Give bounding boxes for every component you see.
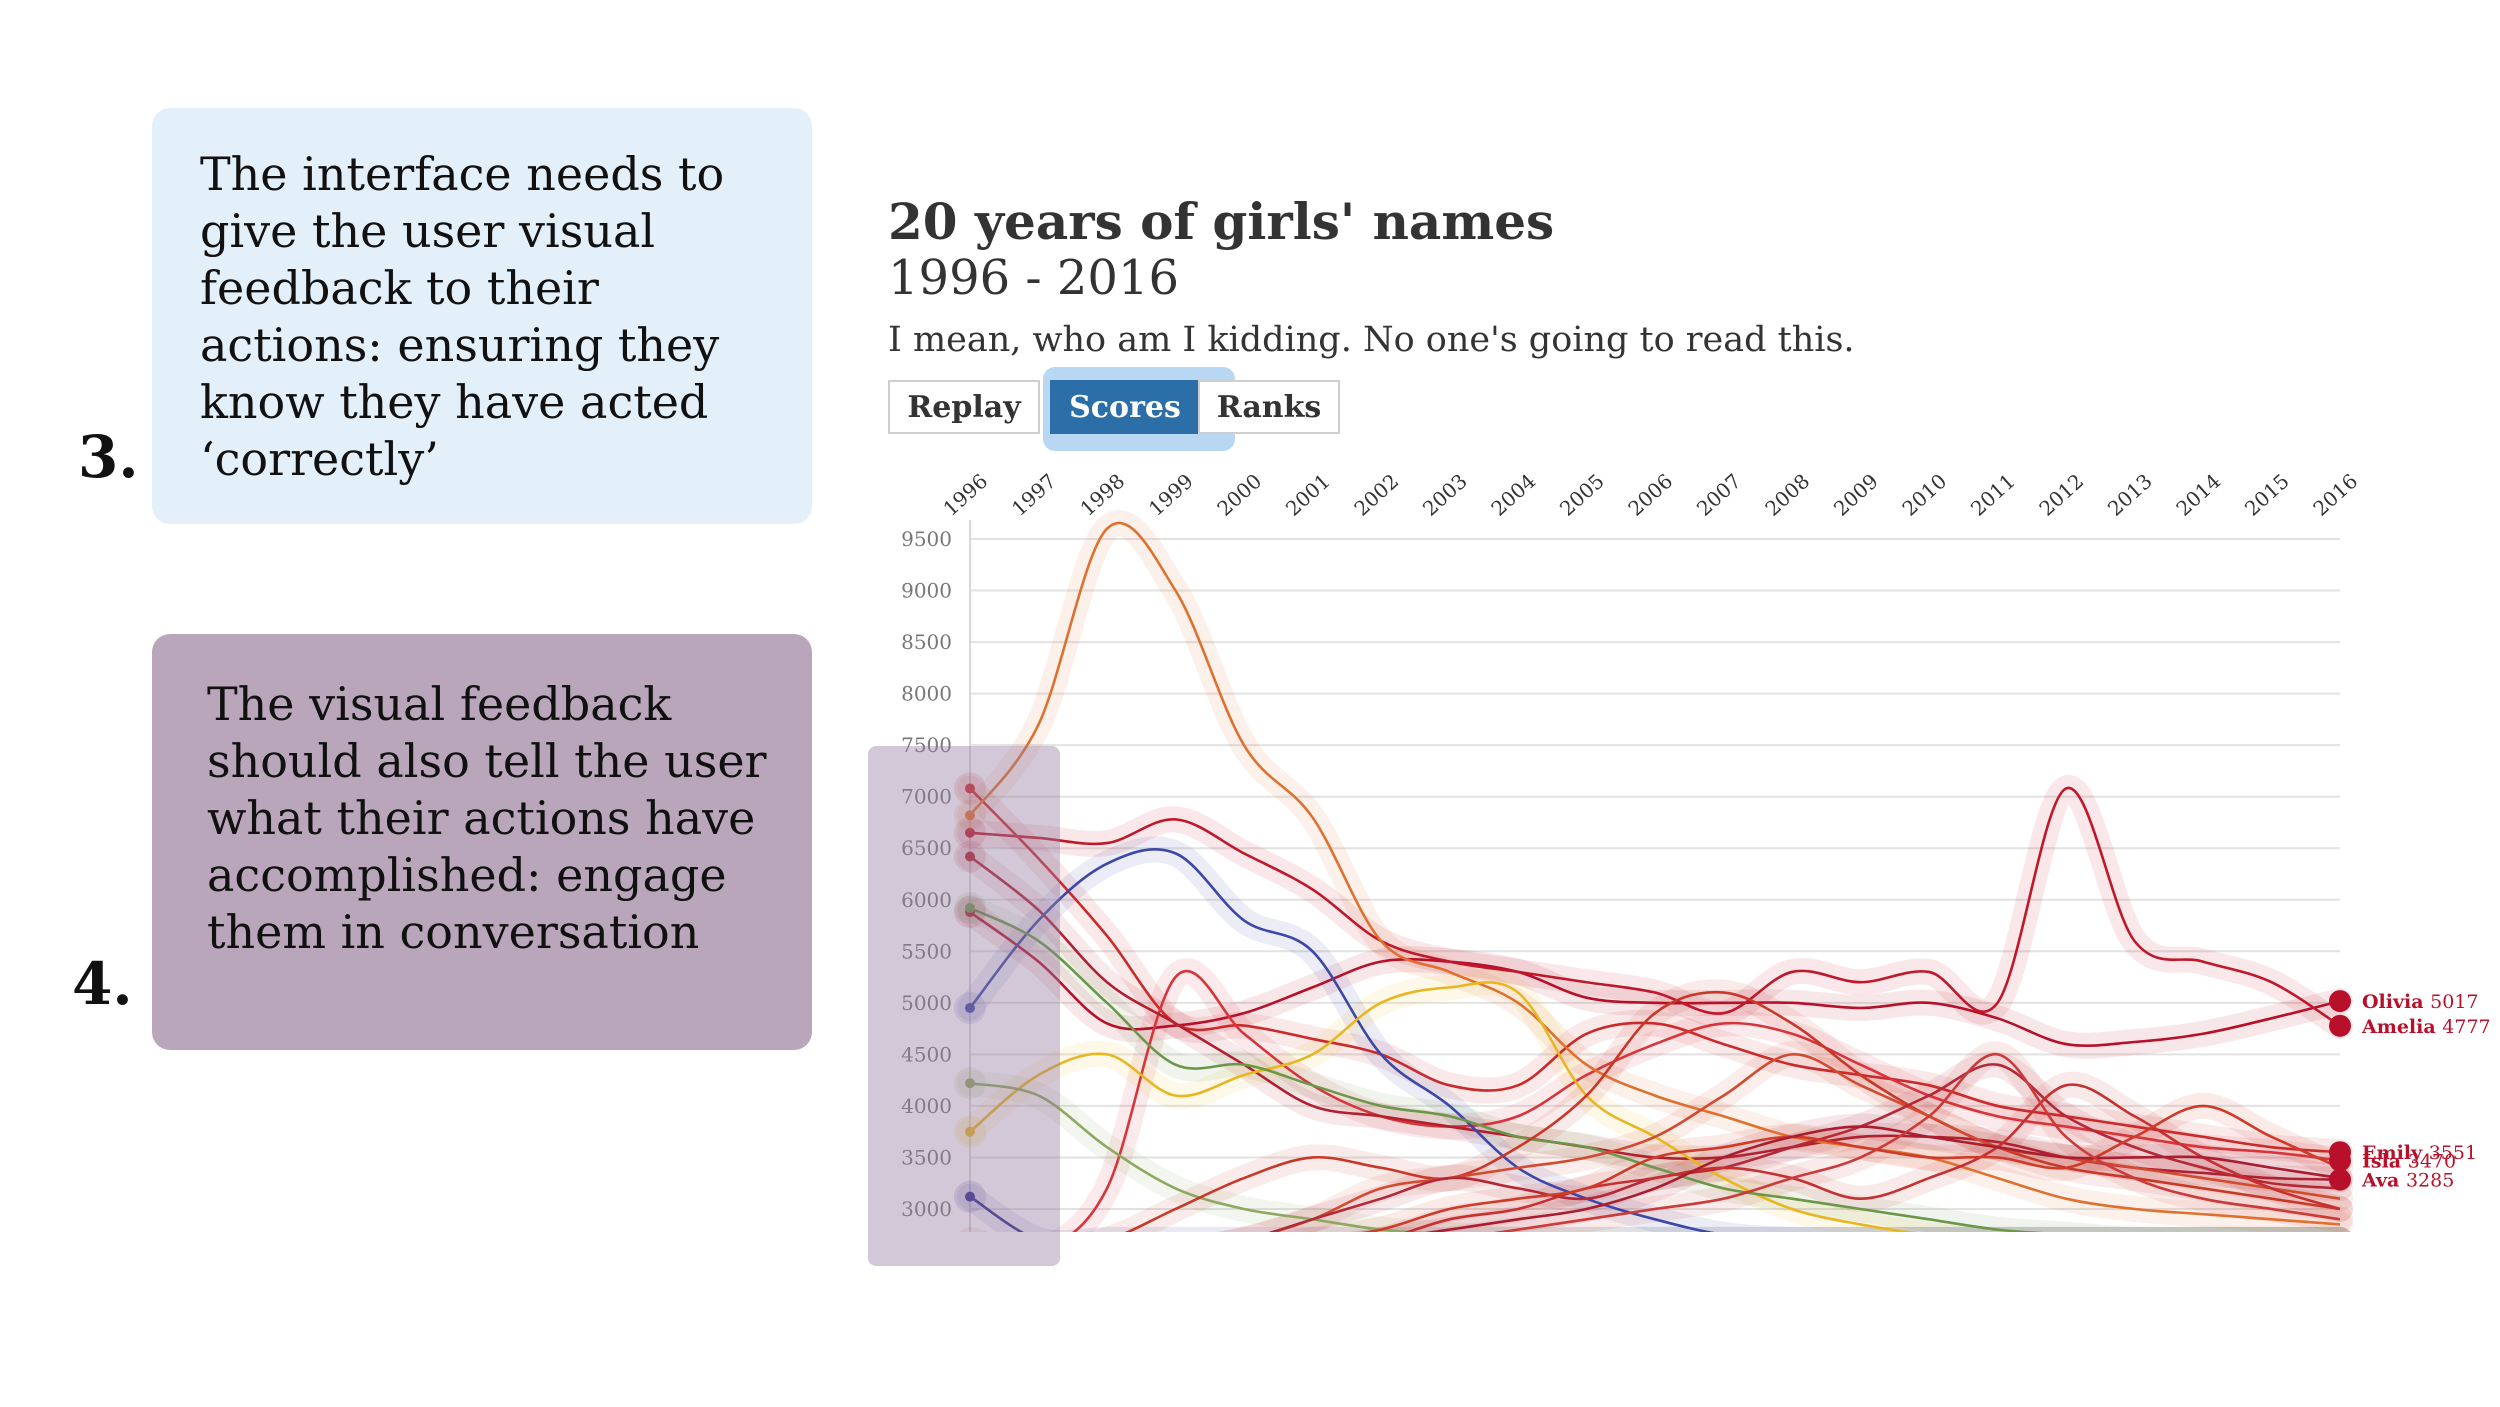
series-glow-layer <box>957 510 2353 1232</box>
end-label-value: 3551 <box>2429 1142 2477 1164</box>
series-line-olivia[interactable] <box>969 911 2341 1047</box>
x-tick-label: 2014 <box>2171 469 2225 521</box>
end-point-amelia[interactable] <box>2329 1014 2351 1037</box>
series-line-poppy[interactable] <box>970 1083 2341 1251</box>
series-line-chloe[interactable] <box>968 848 2340 1240</box>
callout-feedback-text: The interface needs to give the user vis… <box>200 147 725 486</box>
y-tick-label: 7000 <box>901 785 952 809</box>
end-label-name: Isla <box>2362 1151 2408 1173</box>
y-tick-label: 4000 <box>901 1094 952 1118</box>
y-axis-ticks: 9500 9000 8500 8000 7500 7000 6500 6000 5500 5000… <box>901 527 952 1221</box>
y-tick-label: 9500 <box>901 527 952 551</box>
series-line-hannah[interactable] <box>969 906 2340 1240</box>
y-tick-label: 5500 <box>901 939 952 963</box>
series-line-sophie[interactable] <box>970 990 2341 1251</box>
x-tick-label: 1997 <box>1007 469 1061 521</box>
x-tick-label: 1996 <box>938 469 992 521</box>
step-number-3: 3. <box>78 423 139 491</box>
x-tick-label: 2002 <box>1349 469 1403 521</box>
series-line-megan[interactable] <box>969 1081 2340 1240</box>
end-label-olivia: Olivia 5017 <box>2362 991 2479 1013</box>
x-tick-label: 2016 <box>2308 469 2362 521</box>
series-line-jessica[interactable] <box>968 521 2341 1226</box>
x-axis-ticks: 1996 1997 1998 1999 2000 2001 2002 2003 2004 2005… <box>938 469 2362 521</box>
end-label-ava: Ava 3285 <box>2361 1170 2454 1192</box>
y-tick-label: 6500 <box>901 836 952 860</box>
end-label-emily: Emily 3551 <box>2362 1142 2477 1164</box>
series-line-mia[interactable] <box>970 1053 2341 1251</box>
end-label-name: Ava <box>2361 1170 2406 1192</box>
y-tick-label: 8500 <box>901 630 952 654</box>
end-label-value: 3470 <box>2408 1151 2456 1173</box>
callout-feedback: The interface needs to give the user vis… <box>152 108 812 524</box>
replay-button[interactable]: Replay <box>888 380 1040 434</box>
chart-description: I mean, who am I kidding. No one's going… <box>888 320 1855 360</box>
y-tick-label: 7500 <box>901 733 952 757</box>
end-point-ava[interactable] <box>2329 1168 2351 1191</box>
end-label-amelia: Amelia 4777 <box>2361 1016 2491 1038</box>
view-toggle-group: Replay Scores Ranks <box>888 380 1340 434</box>
series-line-ruby[interactable] <box>970 1104 2341 1251</box>
series-line-lauren[interactable] <box>969 981 2340 1240</box>
series-line-evie[interactable] <box>970 1053 2341 1251</box>
scores-button[interactable]: Scores <box>1050 380 1200 434</box>
x-tick-label: 2005 <box>1555 469 1609 521</box>
start-point-jessica[interactable] <box>965 810 975 821</box>
y-tick-label: 9000 <box>901 579 952 603</box>
callout-conversation: The visual feedback should also tell the… <box>152 634 812 1050</box>
year-1996-highlight <box>868 746 1060 1266</box>
chart-year-range: 1996 - 2016 <box>888 250 1180 306</box>
start-point-amelia[interactable] <box>965 827 975 838</box>
end-label-isla: Isla 3470 <box>2362 1151 2456 1173</box>
series-line-layer <box>968 521 2341 1253</box>
y-tick-label: 3000 <box>901 1197 952 1221</box>
end-point-olivia[interactable] <box>2329 990 2351 1013</box>
x-tick-label: 2012 <box>2034 469 2088 521</box>
y-tick-label: 4500 <box>901 1042 952 1066</box>
start-point-lauren[interactable] <box>965 1126 975 1137</box>
start-point-megan[interactable] <box>965 1078 975 1089</box>
y-tick-label: 8000 <box>901 682 952 706</box>
series-start-points <box>954 772 986 1213</box>
x-tick-label: 2010 <box>1897 469 1951 521</box>
series-line-amelia[interactable] <box>969 786 2341 1027</box>
x-tick-label: 2003 <box>1418 469 1472 521</box>
chart-title: 20 years of girls' names <box>888 192 1555 251</box>
start-point-hannah[interactable] <box>965 903 975 914</box>
end-label-name: Amelia <box>2361 1016 2442 1038</box>
x-tick-label: 2001 <box>1281 469 1335 521</box>
x-tick-label: 1999 <box>1144 469 1198 521</box>
x-tick-label: 2015 <box>2240 469 2294 521</box>
callout-conversation-text: The visual feedback should also tell the… <box>207 677 767 959</box>
ranks-button[interactable]: Ranks <box>1198 380 1340 434</box>
end-label-name: Emily <box>2362 1142 2429 1164</box>
start-point-emily[interactable] <box>965 783 975 794</box>
x-tick-label: 2011 <box>1966 469 2020 521</box>
y-tick-label: 3500 <box>901 1145 952 1169</box>
step-number-4: 4. <box>72 950 133 1018</box>
end-label-value: 4777 <box>2442 1016 2490 1038</box>
x-tick-label: 2004 <box>1486 469 1540 521</box>
end-label-name: Olivia <box>2362 991 2430 1013</box>
end-point-isla[interactable] <box>2329 1149 2351 1172</box>
x-tick-label: 2007 <box>1692 469 1746 521</box>
end-label-value: 5017 <box>2430 991 2478 1013</box>
y-tick-label: 6000 <box>901 888 952 912</box>
series-line-isla[interactable] <box>970 969 2341 1253</box>
x-tick-label: 2013 <box>2103 469 2157 521</box>
series-line-lily[interactable] <box>970 1125 2341 1251</box>
end-label-value: 3285 <box>2406 1170 2454 1192</box>
x-tick-label: 2009 <box>1829 469 1883 521</box>
start-point-chloe[interactable] <box>965 1003 975 1013</box>
x-tick-label: 2008 <box>1760 469 1814 521</box>
start-point-rebecca[interactable] <box>965 1191 975 1202</box>
x-tick-label: 2000 <box>1212 469 1266 521</box>
start-point-ava[interactable] <box>965 851 975 862</box>
y-tick-label: 5000 <box>901 991 952 1015</box>
x-tick-label: 2006 <box>1623 469 1677 521</box>
